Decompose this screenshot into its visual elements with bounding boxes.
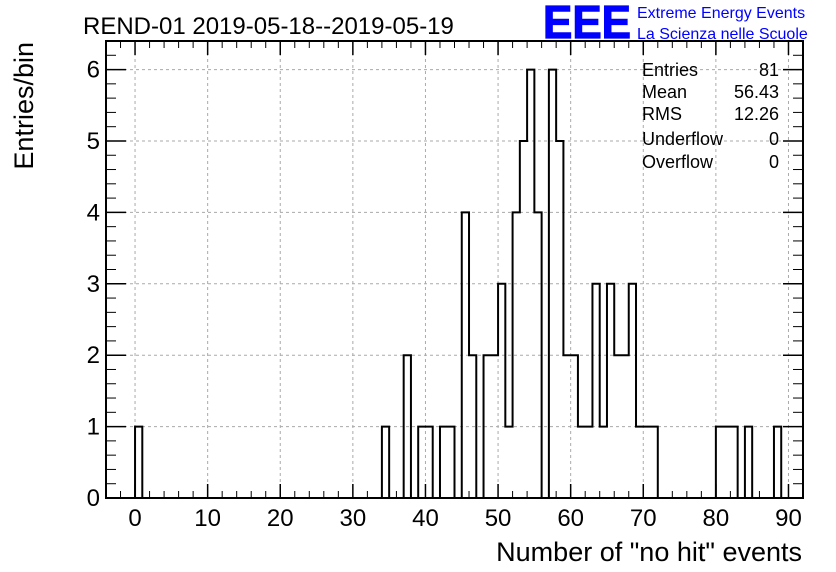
histogram-bin: [607, 284, 614, 498]
y-tick-label-0: 0: [87, 485, 100, 512]
stats-mean-value: 56.43: [734, 82, 779, 102]
stats-rms-label: RMS: [642, 104, 682, 124]
eee-logo-line2: La Scienza nelle Scuole: [637, 26, 808, 43]
histogram-bin: [425, 427, 432, 498]
y-tick-label-6: 6: [87, 57, 100, 84]
histogram-bin: [723, 427, 730, 498]
stats-underflow-label: Underflow: [642, 129, 724, 149]
x-tick-label-60: 60: [557, 505, 584, 532]
stats-rms-value: 12.26: [734, 104, 779, 124]
eee-logo-line1: Extreme Energy Events: [637, 5, 805, 22]
stats-underflow-value: 0: [769, 129, 779, 149]
y-tick-label-2: 2: [87, 342, 100, 369]
x-tick-label-50: 50: [485, 505, 512, 532]
stats-entries-label: Entries: [642, 60, 698, 80]
histogram-bin: [447, 427, 454, 498]
histogram-bin: [643, 427, 650, 498]
stats-box: Entries 81 Mean 56.43 RMS 12.26 Underflo…: [642, 60, 779, 172]
x-tick-label-70: 70: [630, 505, 657, 532]
stats-overflow-label: Overflow: [642, 152, 714, 172]
axis-ticks: 0 10 20 30 40 50 60 70 80 90 0 1 2 3 4 5 6: [87, 40, 804, 532]
histogram-bin: [505, 427, 512, 498]
eee-logo-mark: EEE: [543, 0, 631, 48]
y-tick-label-3: 3: [87, 271, 100, 298]
y-tick-label-4: 4: [87, 199, 100, 226]
chart-title: REND-01 2019-05-18--2019-05-19: [83, 13, 454, 40]
histogram-bin: [498, 284, 505, 498]
histogram-bin: [745, 427, 752, 498]
stats-overflow-value: 0: [769, 152, 779, 172]
stats-entries-value: 81: [759, 60, 779, 80]
histogram-bin: [636, 427, 643, 498]
histogram-bin: [774, 427, 781, 498]
x-tick-label-30: 30: [340, 505, 367, 532]
x-axis-label: Number of "no hit" events: [496, 537, 802, 567]
histogram-bin: [592, 284, 599, 498]
histogram-bin: [556, 141, 563, 498]
histogram-bin: [600, 427, 607, 498]
histogram-bin: [382, 427, 389, 498]
histogram-bin: [135, 427, 142, 498]
histogram-bin: [716, 427, 723, 498]
x-tick-label-90: 90: [775, 505, 802, 532]
y-axis-label: Entries/bin: [9, 42, 39, 170]
histogram-bin: [585, 427, 592, 498]
x-tick-label-80: 80: [703, 505, 730, 532]
x-tick-label-0: 0: [128, 505, 141, 532]
histogram-bin: [520, 141, 527, 498]
x-tick-label-40: 40: [412, 505, 439, 532]
histogram-bin: [578, 427, 585, 498]
y-tick-label-5: 5: [87, 128, 100, 155]
histogram-bin: [730, 427, 737, 498]
stats-mean-label: Mean: [642, 82, 687, 102]
histogram-bin: [440, 427, 447, 498]
y-tick-label-1: 1: [87, 414, 100, 441]
histogram-bin: [629, 284, 636, 498]
x-tick-label-10: 10: [194, 505, 221, 532]
grid-lines: [106, 41, 803, 498]
x-tick-label-20: 20: [267, 505, 294, 532]
histogram-bin: [651, 427, 658, 498]
eee-logo: EEE Extreme Energy Events La Scienza nel…: [542, 0, 808, 49]
histogram-bin: [418, 427, 425, 498]
